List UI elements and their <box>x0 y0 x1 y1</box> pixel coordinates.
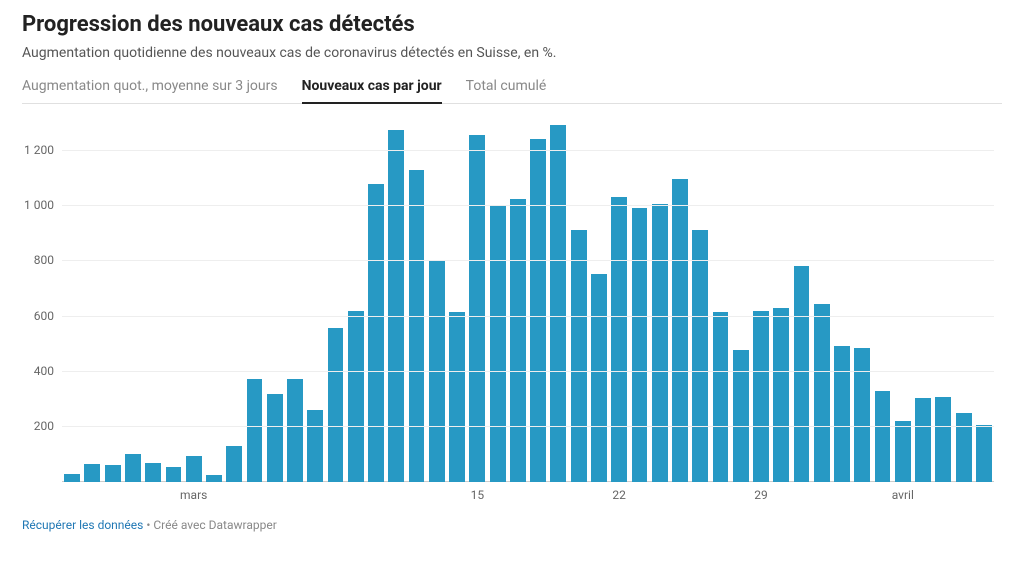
bar <box>875 391 891 482</box>
bar <box>834 346 850 483</box>
y-tick-label: 1 000 <box>24 198 62 212</box>
bar <box>84 464 100 482</box>
bar <box>713 312 729 482</box>
y-tick-label: 200 <box>34 419 62 433</box>
bar <box>247 379 263 482</box>
bar <box>935 397 951 482</box>
bar <box>550 125 566 482</box>
gridline: 800 <box>62 260 994 261</box>
footer-link[interactable]: Récupérer les données <box>22 518 143 532</box>
tabs: Augmentation quot., moyenne sur 3 jours N… <box>22 71 1002 104</box>
gridline: 600 <box>62 316 994 317</box>
tab-1[interactable]: Nouveaux cas par jour <box>302 72 442 104</box>
x-tick-label: 29 <box>754 482 768 502</box>
bar <box>956 413 972 482</box>
tab-0[interactable]: Augmentation quot., moyenne sur 3 jours <box>22 72 278 104</box>
bar <box>307 410 323 482</box>
bar <box>733 350 749 482</box>
bar <box>348 311 364 482</box>
x-tick-label: 22 <box>612 482 626 502</box>
bar <box>611 197 627 482</box>
gridline: 200 <box>62 426 994 427</box>
bar <box>530 139 546 482</box>
bar <box>64 474 80 482</box>
bar <box>186 456 202 482</box>
x-tick-label: mars <box>180 482 207 502</box>
bar <box>672 179 688 482</box>
bar <box>105 465 121 482</box>
gridline: 1 000 <box>62 205 994 206</box>
bar <box>814 304 830 482</box>
bar <box>895 421 911 482</box>
bar <box>368 184 384 482</box>
bar <box>166 467 182 482</box>
bar <box>571 230 587 482</box>
bar <box>287 379 303 482</box>
tab-2[interactable]: Total cumulé <box>466 72 547 104</box>
bar <box>632 208 648 482</box>
bar <box>692 230 708 482</box>
footer-separator: • <box>143 518 153 532</box>
bar <box>510 199 526 482</box>
gridline: 1 200 <box>62 150 994 151</box>
bar <box>915 398 931 482</box>
bar <box>145 463 161 482</box>
bar <box>976 425 992 482</box>
x-tick-label: 15 <box>471 482 485 502</box>
bar <box>409 170 425 482</box>
chart-title: Progression des nouveaux cas détectés <box>22 12 1002 37</box>
bar <box>794 266 810 482</box>
bar <box>469 135 485 482</box>
bar <box>429 261 445 482</box>
chart: 2004006008001 0001 200mars152229avril12 <box>22 112 1002 512</box>
bar <box>206 475 222 482</box>
y-tick-label: 1 200 <box>24 143 62 157</box>
bars-container <box>62 118 994 482</box>
y-tick-label: 400 <box>34 364 62 378</box>
bar <box>753 311 769 482</box>
bar <box>591 274 607 482</box>
bar <box>267 394 283 482</box>
bar <box>773 308 789 482</box>
y-tick-label: 600 <box>34 309 62 323</box>
bar <box>490 206 506 482</box>
bar <box>449 312 465 482</box>
bar <box>226 446 242 482</box>
plot-area: 2004006008001 0001 200mars152229avril12 <box>62 118 994 482</box>
chart-footer: Récupérer les données • Créé avec Datawr… <box>22 518 1002 532</box>
bar <box>652 204 668 483</box>
bar <box>854 348 870 482</box>
x-tick-label: avril <box>892 482 914 502</box>
y-tick-label: 800 <box>34 253 62 267</box>
bar <box>125 454 141 482</box>
bar <box>388 130 404 482</box>
bar <box>328 328 344 482</box>
gridline: 400 <box>62 371 994 372</box>
chart-subtitle: Augmentation quotidienne des nouveaux ca… <box>22 45 1002 61</box>
footer-credit: Créé avec Datawrapper <box>153 518 276 532</box>
